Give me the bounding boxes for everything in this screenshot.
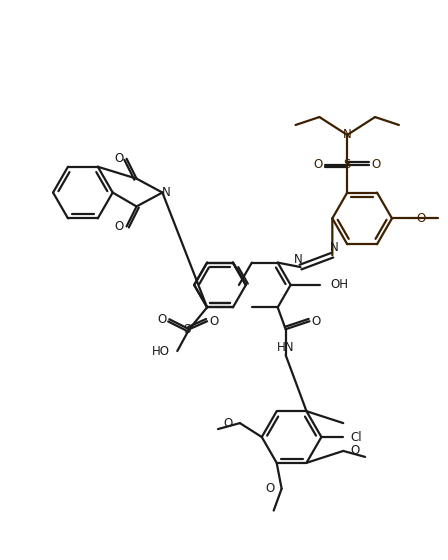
Text: N: N xyxy=(162,186,171,199)
Text: S: S xyxy=(344,158,351,171)
Text: OH: OH xyxy=(330,278,349,291)
Text: O: O xyxy=(158,313,167,326)
Text: O: O xyxy=(265,482,275,495)
Text: O: O xyxy=(209,315,219,328)
Text: N: N xyxy=(343,128,352,142)
Text: O: O xyxy=(350,445,359,458)
Text: HN: HN xyxy=(277,340,294,353)
Text: Cl: Cl xyxy=(350,431,362,444)
Text: O: O xyxy=(114,220,123,233)
Text: O: O xyxy=(114,152,123,165)
Text: N: N xyxy=(330,241,339,254)
Text: O: O xyxy=(416,212,426,225)
Text: HO: HO xyxy=(152,344,170,358)
Text: N: N xyxy=(294,253,303,265)
Text: O: O xyxy=(312,315,321,328)
Text: O: O xyxy=(224,417,233,430)
Text: O: O xyxy=(371,158,381,171)
Text: O: O xyxy=(314,158,323,171)
Text: S: S xyxy=(184,323,191,335)
